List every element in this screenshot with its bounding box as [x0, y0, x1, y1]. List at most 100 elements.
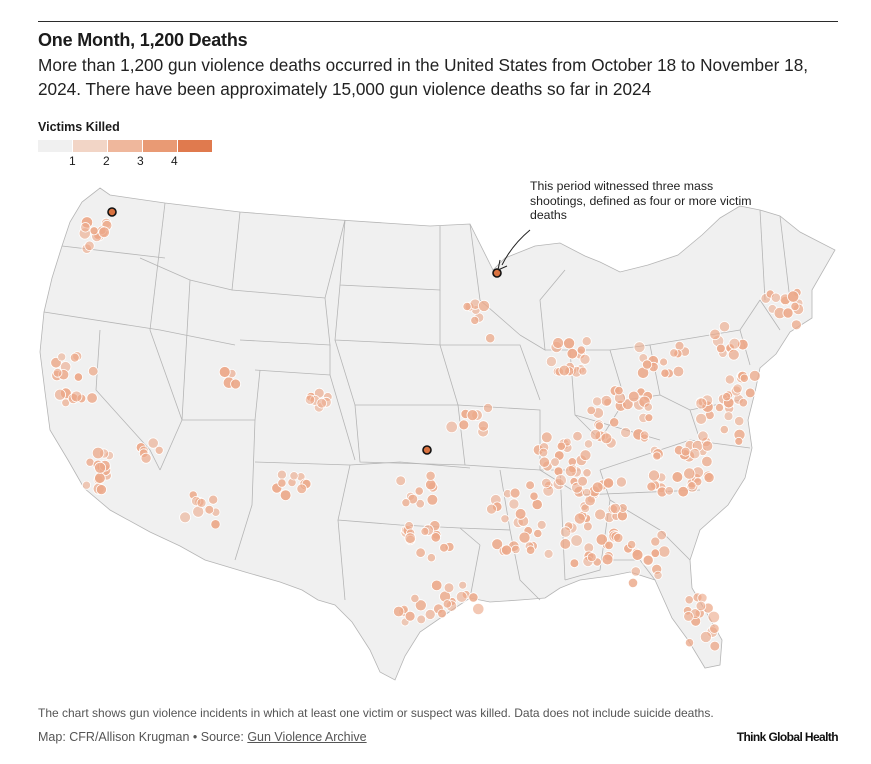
incident-dot	[709, 623, 720, 634]
incident-dot	[540, 431, 553, 444]
incident-dot	[94, 472, 106, 484]
incident-dot	[626, 539, 637, 550]
incident-dot	[707, 610, 721, 624]
incident-dot	[570, 534, 583, 547]
incident-dot	[415, 547, 426, 558]
incident-dot	[573, 512, 586, 525]
incident-dot	[639, 430, 650, 440]
incident-dot	[600, 432, 613, 445]
legend-tick-4: 4	[171, 154, 178, 168]
incident-dot	[230, 378, 242, 390]
incident-dot	[630, 566, 641, 577]
incident-dot	[621, 398, 634, 411]
incident-dot	[95, 484, 107, 496]
incident-dot	[401, 498, 411, 508]
incident-dot	[462, 301, 472, 312]
incident-dot	[648, 469, 661, 482]
source-link[interactable]: Gun Violence Archive	[247, 730, 367, 744]
incident-dot	[536, 520, 547, 530]
mass-shooting-annotation: This period witnessed three mass shootin…	[530, 179, 752, 222]
incident-dot	[723, 411, 734, 422]
incident-dot	[430, 532, 442, 543]
incident-dot	[609, 417, 620, 428]
incident-dot	[580, 503, 591, 514]
incident-dot	[642, 554, 654, 566]
incident-dot	[594, 421, 604, 431]
incident-dot	[615, 476, 627, 488]
mass-shooting-dot	[492, 268, 502, 278]
incident-dot	[518, 531, 531, 544]
incident-dot	[425, 479, 437, 491]
incident-dot	[631, 549, 644, 561]
incident-dot	[677, 486, 689, 498]
incident-dot	[439, 542, 449, 553]
incident-dot	[73, 372, 84, 382]
incident-dot	[98, 226, 110, 239]
incident-dot	[508, 498, 520, 510]
incident-dot	[614, 385, 624, 396]
incident-dot	[709, 640, 721, 652]
incident-dot	[601, 553, 614, 566]
incident-dot	[650, 548, 661, 558]
incident-dot	[466, 409, 479, 422]
top-rule	[38, 21, 838, 22]
incident-dot	[69, 352, 80, 363]
legend-tick-1: 1	[69, 154, 76, 168]
mass-shooting-dot	[107, 207, 117, 217]
incident-dot	[646, 481, 657, 492]
incident-dot	[437, 608, 447, 619]
incident-dot	[276, 469, 287, 480]
incident-dot	[414, 599, 427, 612]
incident-dot	[744, 387, 756, 399]
incident-dot	[458, 580, 468, 590]
incident-dot	[277, 478, 287, 488]
incident-dot	[543, 549, 554, 559]
incident-dot	[697, 430, 709, 442]
incident-dot	[477, 420, 489, 432]
incident-dot	[514, 508, 527, 520]
incident-dot	[683, 467, 696, 480]
incident-dot	[541, 477, 552, 489]
incident-dot	[416, 614, 427, 625]
incident-dot	[420, 527, 430, 536]
incident-dot	[722, 392, 732, 402]
incident-dot	[509, 487, 521, 499]
incident-dot	[660, 368, 670, 378]
legend-ticks: 1 2 3 4	[38, 154, 218, 168]
incident-dot	[61, 398, 71, 408]
incident-dot	[653, 570, 663, 580]
mass-shooting-markers	[107, 207, 502, 455]
incident-dot	[500, 544, 512, 556]
incident-dot	[94, 461, 107, 474]
incident-dot	[525, 480, 535, 491]
incident-dot	[414, 486, 424, 496]
incident-dot	[684, 638, 695, 648]
incident-dot	[595, 533, 608, 546]
incident-dot	[393, 605, 405, 618]
incident-dot	[559, 538, 572, 550]
credits: Map: CFR/Allison Krugman • Source: Gun V…	[38, 730, 367, 744]
incident-dot	[627, 577, 639, 589]
incident-dot	[782, 307, 794, 319]
incident-dot	[426, 553, 436, 563]
incident-dot	[680, 446, 691, 457]
incident-dot	[659, 357, 668, 367]
incident-dot	[304, 394, 316, 405]
incident-dot	[695, 600, 707, 612]
incident-dot	[500, 514, 510, 524]
annotation-arrowhead	[497, 259, 508, 271]
incident-dot	[82, 480, 92, 490]
incident-dot	[620, 426, 632, 438]
incident-dot	[578, 366, 588, 376]
incident-dot	[395, 475, 407, 487]
incident-dot	[652, 451, 662, 461]
legend-swatch-2	[108, 140, 142, 152]
incident-dot	[84, 240, 95, 252]
incident-dot	[80, 222, 91, 233]
incident-dot	[724, 374, 735, 385]
incident-dot	[594, 508, 606, 521]
incident-dot	[732, 383, 743, 394]
incident-dot	[566, 348, 579, 360]
incident-dot	[579, 449, 592, 462]
incident-dot	[52, 367, 63, 378]
